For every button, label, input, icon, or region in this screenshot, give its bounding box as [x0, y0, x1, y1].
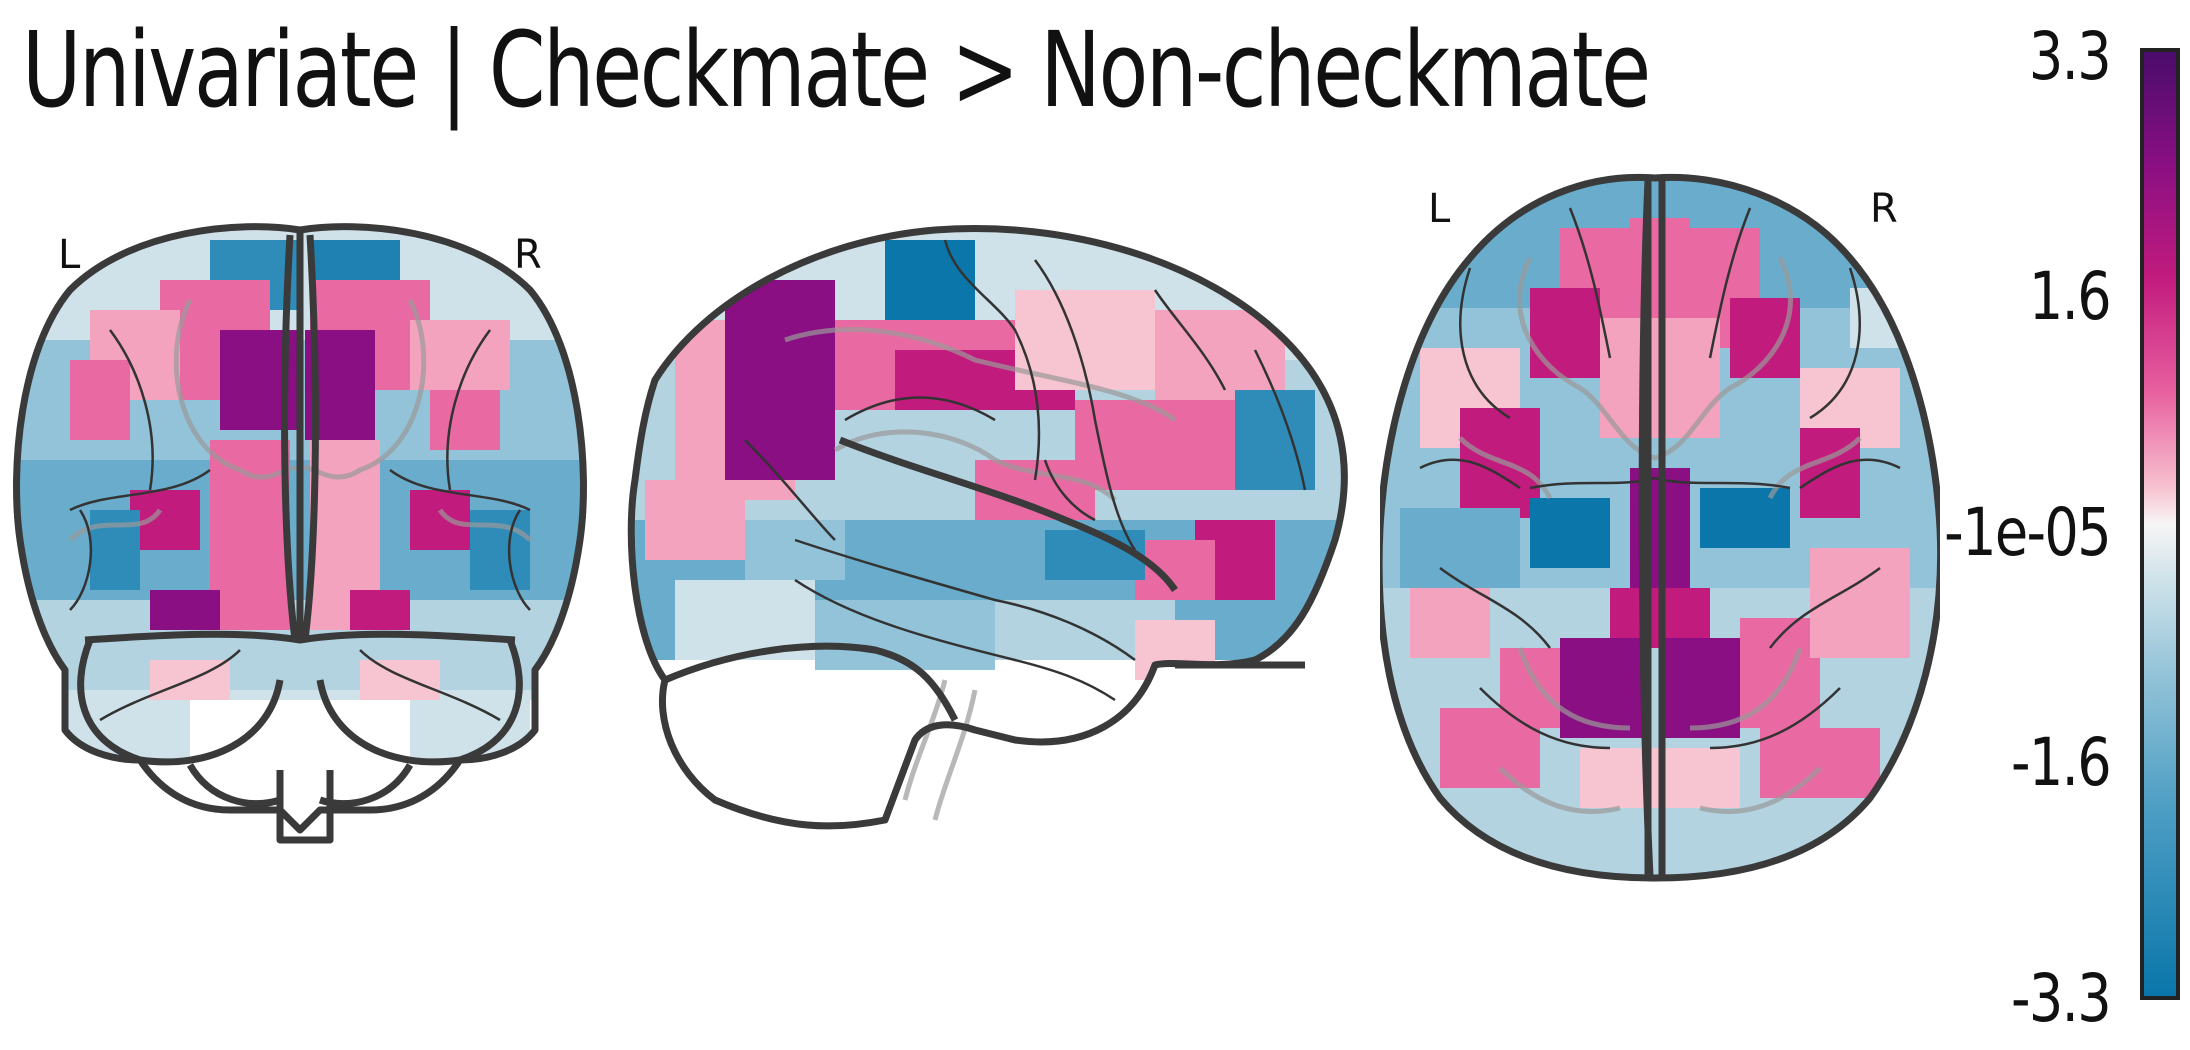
axial-right-label: R — [1870, 186, 1898, 232]
colorbar-tick-min: -3.3 — [2010, 960, 2112, 1037]
axial-left-label: L — [1428, 186, 1451, 232]
coronal-left-label: L — [58, 232, 81, 278]
sagittal-brain-view — [627, 224, 1348, 830]
axial-brain-view — [1380, 173, 1940, 882]
colorbar — [2140, 48, 2180, 1000]
coronal-right-label: R — [514, 232, 542, 278]
colorbar-tick-upper: 1.6 — [2028, 258, 2112, 335]
figure-title: Univariate | Checkmate > Non-checkmate — [22, 9, 1651, 131]
colorbar-gradient — [2140, 48, 2180, 1000]
colorbar-tick-max: 3.3 — [2028, 18, 2112, 95]
coronal-brain-view — [13, 223, 587, 844]
colorbar-tick-zero: -1e-05 — [1944, 494, 2111, 571]
colorbar-tick-lower: -1.6 — [2010, 724, 2112, 801]
